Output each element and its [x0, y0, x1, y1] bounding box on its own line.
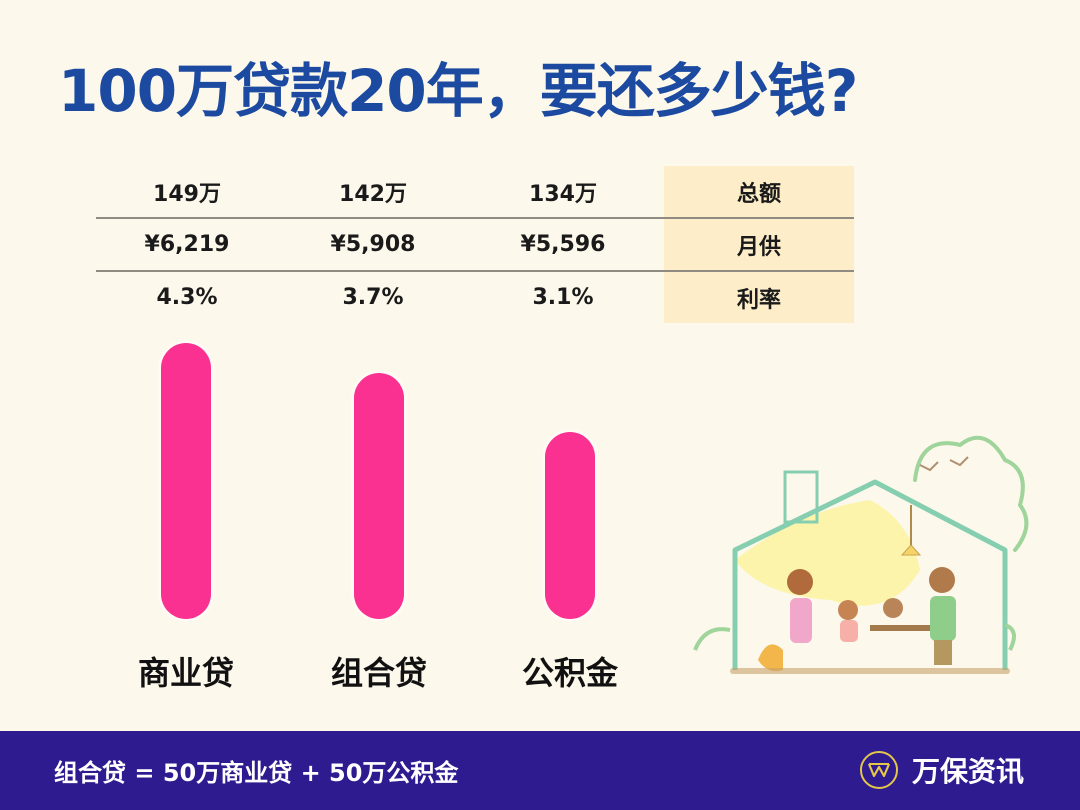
table-row-rate: 4.3% 3.7% 3.1% 利率: [96, 270, 854, 323]
footer-bar: 组合贷 = 50万商业贷 + 50万公积金 万保资讯: [0, 731, 1080, 810]
family-house-illustration: [693, 435, 1029, 674]
table-row-monthly: ¥6,219 ¥5,908 ¥5,596 月供: [96, 217, 854, 270]
category-label-commercial: 商业贷: [137, 654, 234, 692]
bar-fund: [545, 432, 595, 619]
brand-name: 万保资讯: [911, 755, 1024, 788]
total-fund: 134万: [529, 181, 597, 207]
row-label-monthly: 月供: [664, 219, 854, 270]
w-logo-icon: [859, 751, 898, 789]
page-title: 100万贷款20年，要还多少钱?: [58, 57, 858, 125]
bar-commercial: [161, 343, 211, 619]
row-label-total: 总额: [664, 166, 854, 217]
category-label-combined: 组合贷: [330, 654, 427, 692]
total-commercial: 149万: [153, 181, 221, 207]
monthly-combined: ¥5,908: [330, 232, 416, 257]
row-label-rate: 利率: [664, 272, 854, 323]
table-row-total: 149万 142万 134万 总额: [96, 166, 854, 217]
monthly-commercial: ¥6,219: [144, 232, 230, 257]
rate-commercial: 4.3%: [156, 285, 218, 310]
comparison-table: 149万 142万 134万 总额 ¥6,219 ¥5,908 ¥5,596 月…: [96, 166, 854, 323]
rate-combined: 3.7%: [342, 285, 404, 310]
category-label-fund: 公积金: [521, 654, 618, 692]
brand: 万保资讯: [859, 750, 1024, 790]
bar-combined: [354, 373, 404, 619]
total-combined: 142万: [339, 181, 407, 207]
footer-note: 组合贷 = 50万商业贷 + 50万公积金: [54, 759, 459, 787]
monthly-fund: ¥5,596: [520, 232, 606, 257]
rate-fund: 3.1%: [532, 285, 594, 310]
